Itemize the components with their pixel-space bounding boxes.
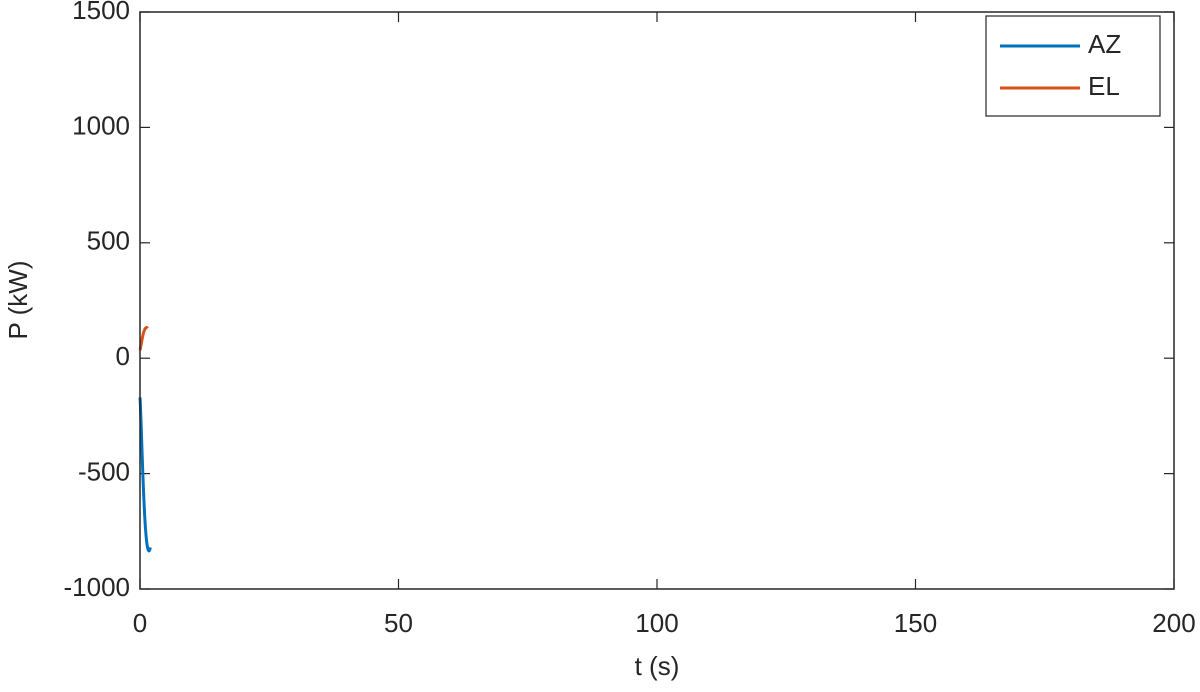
y-tick-label: 0 <box>116 341 130 371</box>
legend-label: EL <box>1088 71 1120 101</box>
x-tick-label: 100 <box>635 608 678 638</box>
x-axis-label: t (s) <box>635 651 680 681</box>
y-tick-label: 1000 <box>72 110 130 140</box>
x-tick-label: 150 <box>894 608 937 638</box>
legend-box <box>985 15 1161 117</box>
data-line <box>138 326 149 351</box>
y-tick-label: 500 <box>87 226 130 256</box>
x-tick-label: 0 <box>133 608 147 638</box>
plot-frame <box>139 11 1175 590</box>
legend-label: AZ <box>1088 29 1121 59</box>
y-tick-label: -1000 <box>64 572 131 602</box>
y-axis-label: P (kW) <box>3 261 33 340</box>
y-tick-label: 1500 <box>72 0 130 25</box>
y-tick-label: -500 <box>78 456 130 486</box>
x-tick-label: 200 <box>1152 608 1195 638</box>
x-tick-label: 50 <box>384 608 413 638</box>
